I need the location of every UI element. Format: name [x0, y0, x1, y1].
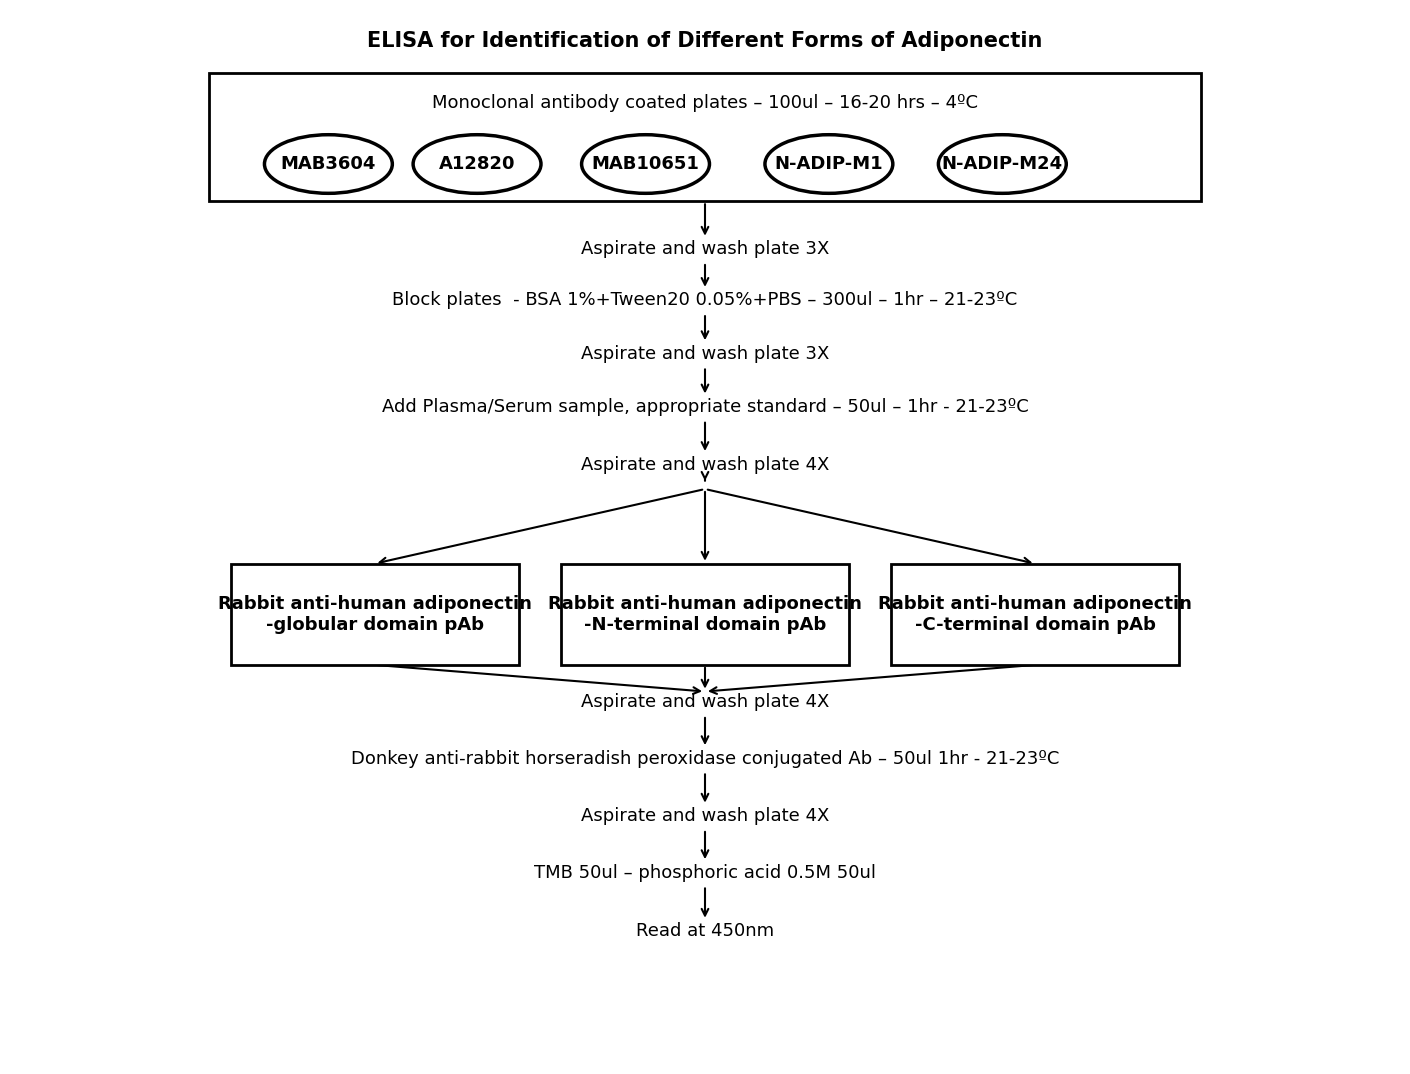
- Ellipse shape: [581, 134, 709, 193]
- Ellipse shape: [766, 134, 893, 193]
- Text: Aspirate and wash plate 4X: Aspirate and wash plate 4X: [581, 808, 829, 825]
- Text: MAB10651: MAB10651: [592, 155, 699, 173]
- Text: N-ADIP-M24: N-ADIP-M24: [942, 155, 1063, 173]
- FancyBboxPatch shape: [891, 564, 1179, 665]
- Text: Aspirate and wash plate 4X: Aspirate and wash plate 4X: [581, 693, 829, 711]
- Text: Donkey anti-rabbit horseradish peroxidase conjugated Ab – 50ul 1hr - 21-23ºC: Donkey anti-rabbit horseradish peroxidas…: [351, 750, 1059, 768]
- Text: Monoclonal antibody coated plates – 100ul – 16-20 hrs – 4ºC: Monoclonal antibody coated plates – 100u…: [431, 95, 979, 113]
- Ellipse shape: [413, 134, 541, 193]
- Text: Rabbit anti-human adiponectin
-globular domain pAb: Rabbit anti-human adiponectin -globular …: [217, 595, 532, 634]
- Text: A12820: A12820: [439, 155, 515, 173]
- Ellipse shape: [265, 134, 392, 193]
- FancyBboxPatch shape: [561, 564, 849, 665]
- Text: Aspirate and wash plate 3X: Aspirate and wash plate 3X: [581, 345, 829, 363]
- FancyBboxPatch shape: [210, 73, 1200, 201]
- FancyBboxPatch shape: [231, 564, 519, 665]
- Ellipse shape: [939, 134, 1066, 193]
- Text: TMB 50ul – phosphoric acid 0.5M 50ul: TMB 50ul – phosphoric acid 0.5M 50ul: [534, 863, 876, 882]
- Text: Rabbit anti-human adiponectin
-C-terminal domain pAb: Rabbit anti-human adiponectin -C-termina…: [878, 595, 1193, 634]
- Text: Rabbit anti-human adiponectin
-N-terminal domain pAb: Rabbit anti-human adiponectin -N-termina…: [548, 595, 862, 634]
- Text: Read at 450nm: Read at 450nm: [636, 923, 774, 941]
- Text: Aspirate and wash plate 4X: Aspirate and wash plate 4X: [581, 455, 829, 474]
- Text: Block plates  - BSA 1%+Tween20 0.05%+PBS – 300ul – 1hr – 21-23ºC: Block plates - BSA 1%+Tween20 0.05%+PBS …: [392, 291, 1018, 309]
- Text: MAB3604: MAB3604: [281, 155, 376, 173]
- Text: Add Plasma/Serum sample, appropriate standard – 50ul – 1hr - 21-23ºC: Add Plasma/Serum sample, appropriate sta…: [382, 398, 1028, 416]
- Text: N-ADIP-M1: N-ADIP-M1: [774, 155, 883, 173]
- Text: Aspirate and wash plate 3X: Aspirate and wash plate 3X: [581, 241, 829, 258]
- Text: ELISA for Identification of Different Forms of Adiponectin: ELISA for Identification of Different Fo…: [368, 31, 1042, 52]
